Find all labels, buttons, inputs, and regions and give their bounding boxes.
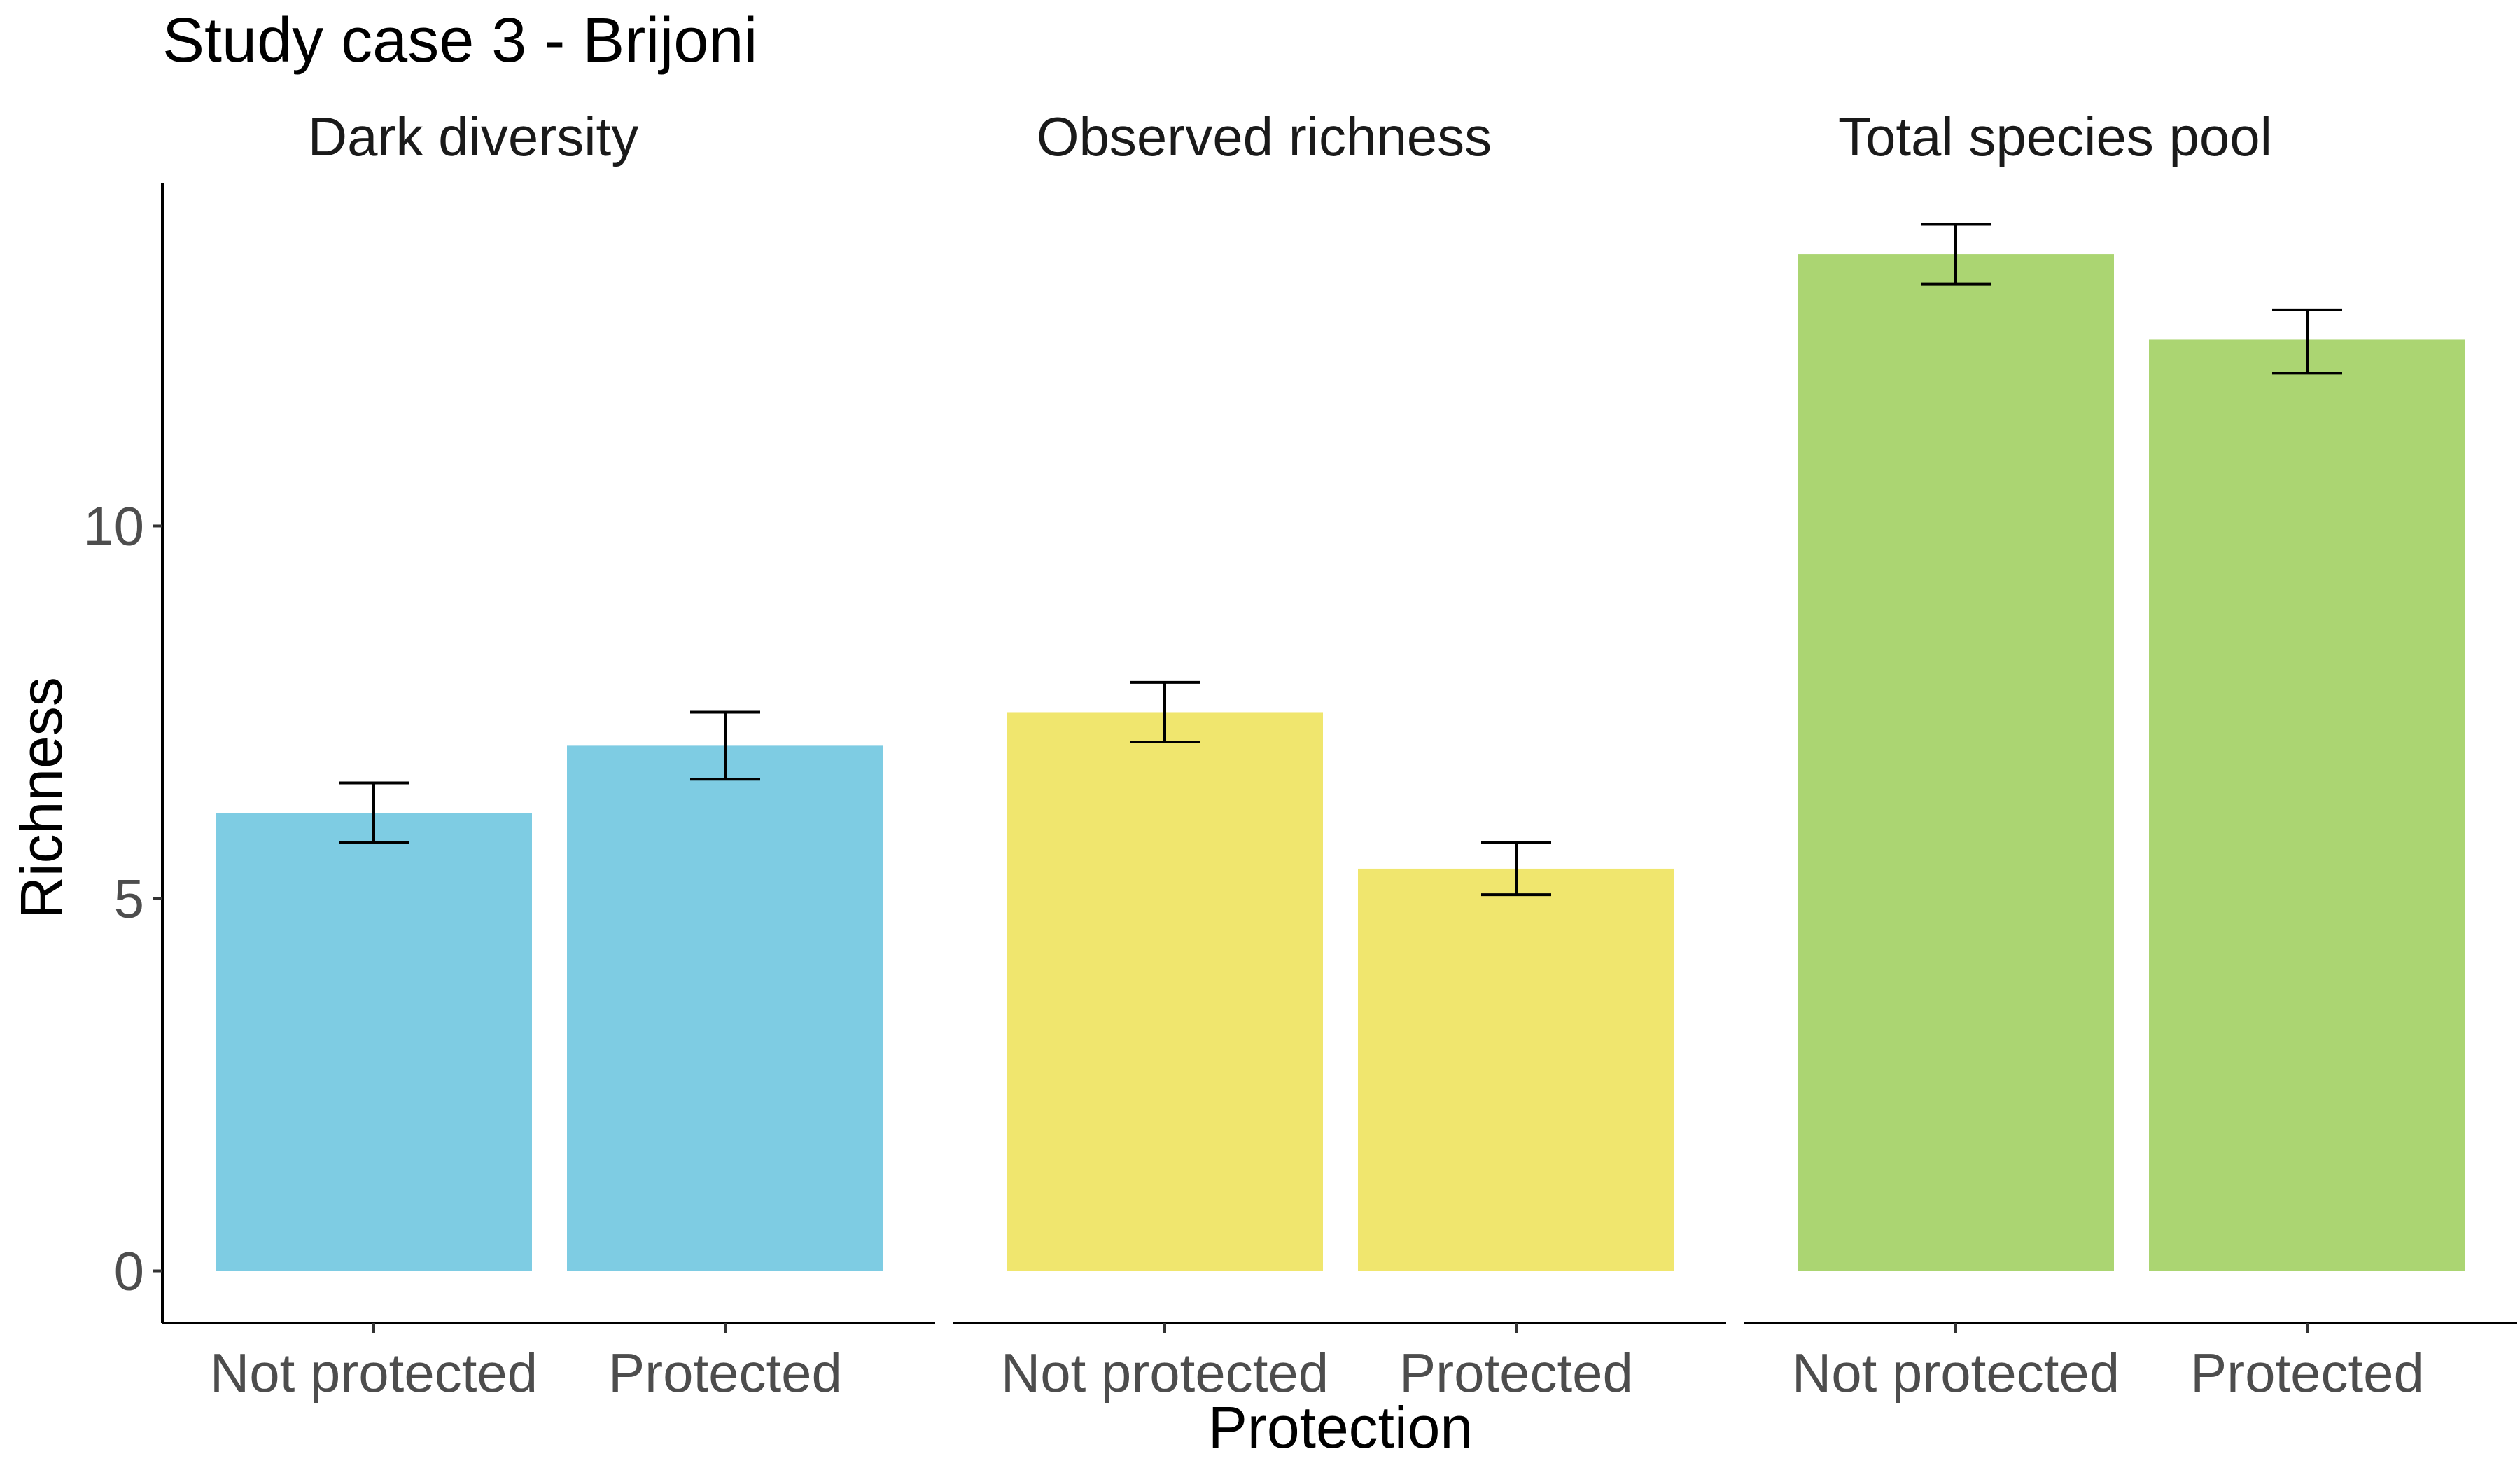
x-tick-label: Not protected — [1792, 1342, 2120, 1404]
chart-title: Study case 3 - Brijoni — [162, 6, 757, 76]
panel-title: Observed richness — [1037, 106, 1492, 167]
x-tick-label: Protected — [608, 1342, 842, 1404]
facet-panel: Dark diversity Not protected Protected — [162, 106, 935, 1404]
bar — [2149, 340, 2465, 1271]
facet-panel: Total species pool Not protected Protected — [1744, 106, 2517, 1404]
x-tick-label: Not protected — [1001, 1342, 1329, 1404]
panel-title: Dark diversity — [308, 106, 638, 167]
y-axis-title: Richness — [8, 677, 74, 918]
panel-title: Total species pool — [1838, 106, 2272, 167]
x-tick-label: Protected — [1399, 1342, 1633, 1404]
bar — [1798, 254, 2114, 1271]
y-axis: 0 5 10 — [83, 183, 164, 1323]
bar — [1007, 712, 1323, 1271]
y-tick-label: 0 — [114, 1240, 144, 1302]
bar — [216, 813, 532, 1271]
x-tick-label: Protected — [2190, 1342, 2424, 1404]
y-tick-label: 5 — [114, 867, 144, 929]
bar — [567, 746, 883, 1271]
bar — [1358, 868, 1674, 1271]
y-tick-label: 10 — [83, 495, 144, 556]
x-axis-title: Protection — [1208, 1394, 1473, 1460]
facet-panel: Observed richness Not protected Protected — [953, 106, 1726, 1404]
x-tick-label: Not protected — [210, 1342, 538, 1404]
